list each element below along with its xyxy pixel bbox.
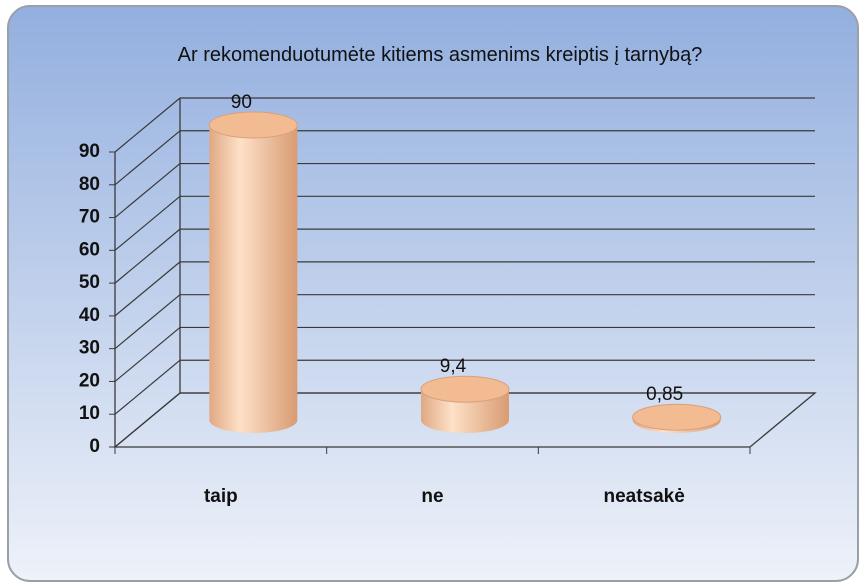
grid-line [114, 261, 181, 317]
x-tick-label: neatsakė [603, 486, 684, 507]
grid-line [114, 163, 181, 219]
y-tick-label: 70 [79, 207, 100, 228]
chart-title: Ar rekomenduotumėte kitiems asmenims kre… [177, 44, 703, 66]
grid-line [114, 326, 181, 382]
grid-line [114, 294, 181, 350]
y-tick-label: 60 [79, 239, 100, 260]
grid-line [114, 97, 181, 153]
x-tick-label: ne [421, 486, 443, 507]
grid-line [114, 130, 181, 186]
bar-top [208, 111, 298, 139]
plot-area: 0 10 20 30 40 50 60 70 80 90 taip 90 ne 9,4 neatsakė 0,… [79, 92, 817, 507]
grid-line [114, 195, 181, 251]
y-tick-label: 10 [79, 403, 100, 424]
data-label: 9,4 [440, 356, 467, 377]
data-label: 0,85 [646, 384, 683, 405]
grid-line [114, 392, 181, 448]
y-tick-label: 20 [79, 370, 100, 391]
grid-line [114, 228, 181, 284]
y-tick-label: 0 [89, 436, 100, 457]
bar [209, 125, 298, 433]
x-tick-label: taip [204, 486, 238, 507]
y-tick-label: 90 [79, 141, 100, 162]
y-tick-label: 30 [79, 338, 100, 359]
y-tick-label: 80 [79, 174, 100, 195]
bar-top [632, 403, 722, 431]
data-label: 90 [231, 92, 252, 113]
grid-line [114, 359, 181, 415]
bar-top [420, 375, 510, 403]
y-tick-label: 50 [79, 272, 100, 293]
y-tick-label: 40 [79, 305, 100, 326]
